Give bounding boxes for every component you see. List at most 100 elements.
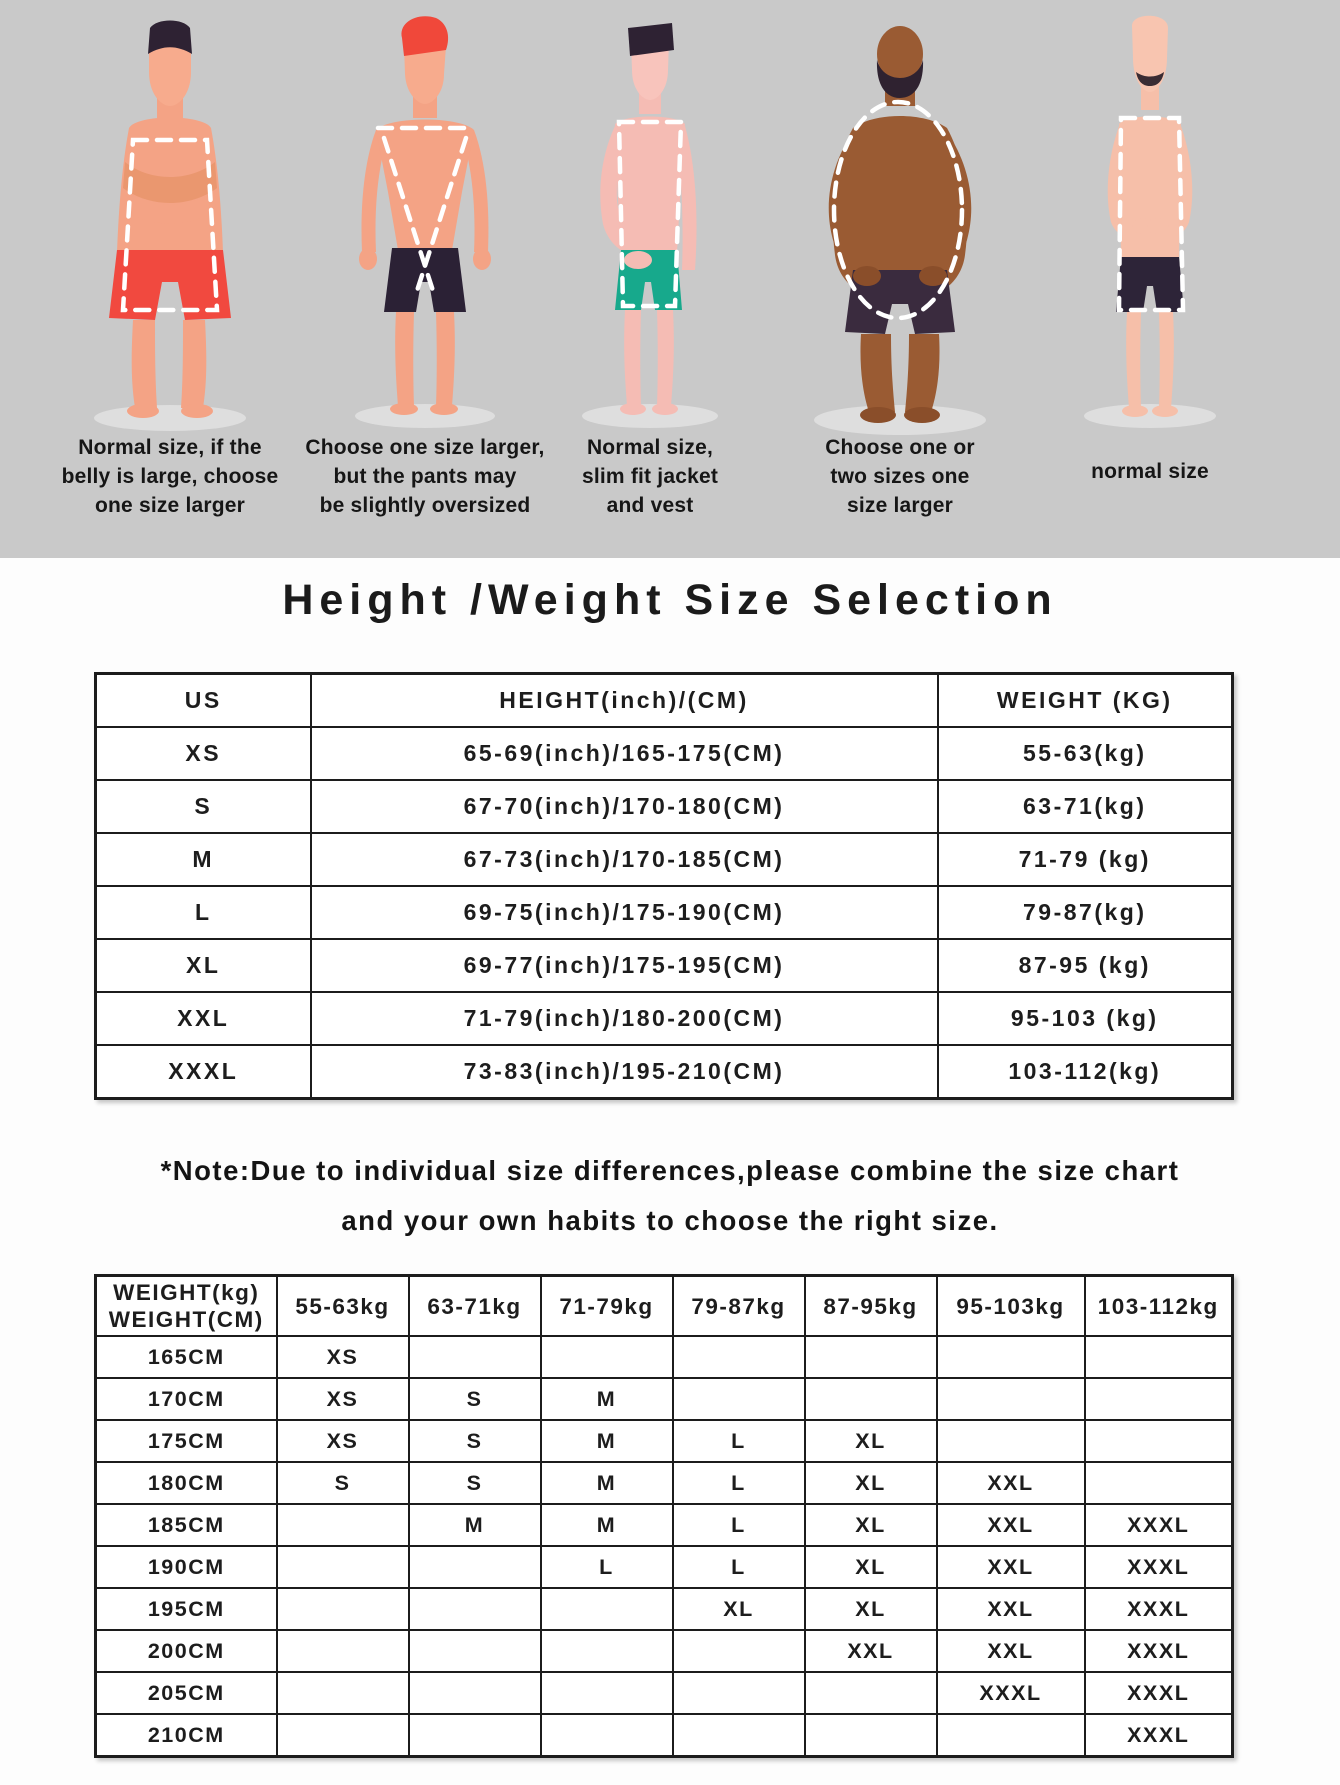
table-cell (407, 1545, 542, 1589)
caption-line: slim fit jacket (581, 464, 719, 488)
table-cell: L (539, 1545, 674, 1589)
table-cell (803, 1713, 938, 1758)
table-cell: 71-79kg (539, 1274, 674, 1337)
table-cell (539, 1587, 674, 1631)
table-cell: XXXL (1083, 1503, 1234, 1547)
table-row: M 67-73(inch)/170-185(CM) 71-79 (kg) (94, 832, 1234, 887)
table-cell: XXXL (1083, 1713, 1234, 1758)
stocky-man-illustration (94, 20, 246, 431)
beard (876, 60, 924, 98)
table-cell: L (671, 1461, 806, 1505)
table-cell: 205CM (94, 1671, 278, 1715)
table-row: 185CM M M L XL XXL XXXL (94, 1503, 1234, 1547)
table-cell (275, 1713, 410, 1758)
table-cell (407, 1629, 542, 1673)
table-cell: XXL (935, 1629, 1086, 1673)
table-cell (671, 1713, 806, 1758)
table-cell: S (275, 1461, 410, 1505)
size-overlay-dashed (120, 137, 220, 313)
table-cell (407, 1713, 542, 1758)
table-cell: M (539, 1461, 674, 1505)
table-cell: 200CM (94, 1629, 278, 1673)
note-line-1: *Note:Due to individual size differences… (160, 1155, 1180, 1186)
hair (628, 23, 674, 56)
table-cell: M (94, 832, 312, 887)
table-cell: XXXL (935, 1671, 1086, 1715)
caption-line: but the pants may (333, 464, 517, 488)
table-row: XXL 71-79(inch)/180-200(CM) 95-103 (kg) (94, 991, 1234, 1046)
table-cell: US (94, 672, 312, 728)
table-cell: XXL (935, 1461, 1086, 1505)
slim-man-illustration (582, 23, 718, 428)
dark-shorts (845, 270, 955, 334)
table-cell: 69-77(inch)/175-195(CM) (309, 938, 939, 993)
table-cell: 195CM (94, 1587, 278, 1631)
table-cell: XS (275, 1377, 410, 1421)
table-cell: 73-83(inch)/195-210(CM) (309, 1044, 939, 1100)
ground-shadow (814, 405, 986, 435)
mustache (1136, 72, 1164, 86)
table-row: 200CM XXL XXL XXXL (94, 1629, 1234, 1673)
table-row: WEIGHT(kg) WEIGHT(CM) 55-63kg 63-71kg 71-79… (94, 1274, 1234, 1337)
athletic-man-illustration (355, 16, 495, 428)
table-cell: L (671, 1545, 806, 1589)
table-cell (275, 1629, 410, 1673)
figure-caption-2: Choose one size larger, but the pants ma… (285, 434, 565, 521)
table-cell (275, 1545, 410, 1589)
table-cell: XXXL (1083, 1629, 1234, 1673)
table-cell: 180CM (94, 1461, 278, 1505)
table-cell (671, 1335, 806, 1379)
table-cell: L (671, 1419, 806, 1463)
table-cell: XL (803, 1419, 938, 1463)
note-line-2: and your own habits to choose the right … (341, 1205, 999, 1236)
table-row: 205CM XXXL XXXL (94, 1671, 1234, 1715)
caption-line: size larger (846, 493, 954, 517)
table-cell (803, 1335, 938, 1379)
table-row: L 69-75(inch)/175-190(CM) 79-87(kg) (94, 885, 1234, 940)
table-cell (1083, 1419, 1234, 1463)
table-cell: 170CM (94, 1377, 278, 1421)
table-cell (671, 1377, 806, 1421)
table-cell: 65-69(inch)/165-175(CM) (309, 726, 939, 781)
table-cell (1083, 1335, 1234, 1379)
table-cell: XXXL (94, 1044, 312, 1100)
caption-line: normal size (1091, 460, 1209, 483)
table-row: XS 65-69(inch)/165-175(CM) 55-63(kg) (94, 726, 1234, 781)
table-cell: 95-103 (kg) (936, 991, 1234, 1046)
table-cell: XL (803, 1587, 938, 1631)
table-cell (407, 1671, 542, 1715)
table-row: 190CM L L XL XXL XXXL (94, 1545, 1234, 1589)
table-cell: XXXL (1083, 1545, 1234, 1589)
table-cell (275, 1587, 410, 1631)
table-cell: 210CM (94, 1713, 278, 1758)
table-cell: M (539, 1377, 674, 1421)
table-cell: XXXL (1083, 1587, 1234, 1631)
figure-caption-1: Normal size, if the belly is large, choo… (30, 434, 310, 521)
table-cell: 185CM (94, 1503, 278, 1547)
table-cell: XXXL (1083, 1671, 1234, 1715)
size-overlay-dashed (375, 125, 475, 297)
caption-line: Normal size, (586, 436, 714, 459)
ground-shadow (1084, 404, 1216, 428)
table-cell: XXL (803, 1629, 938, 1673)
table-cell: L (94, 885, 312, 940)
table-cell (275, 1671, 410, 1715)
red-hair (401, 16, 449, 57)
caption-line: one size larger (94, 493, 246, 517)
table-cell (407, 1587, 542, 1631)
table-cell (671, 1629, 806, 1673)
figure-slim-man (525, 10, 775, 440)
ground-shadow (582, 404, 718, 428)
table-cell (935, 1713, 1086, 1758)
table-cell: S (407, 1419, 542, 1463)
figure-large-man (775, 10, 1025, 440)
table-row: 210CM XXXL (94, 1713, 1234, 1758)
caption-line: Normal size, if the (78, 436, 262, 459)
table-row: 180CM S S M L XL XXL (94, 1461, 1234, 1505)
figure-stocky-man (45, 10, 295, 440)
hand (853, 266, 881, 286)
size-guide-banner: Normal size, if the belly is large, choo… (0, 0, 1340, 558)
table-cell: M (539, 1503, 674, 1547)
table-cell: 67-73(inch)/170-185(CM) (309, 832, 939, 887)
